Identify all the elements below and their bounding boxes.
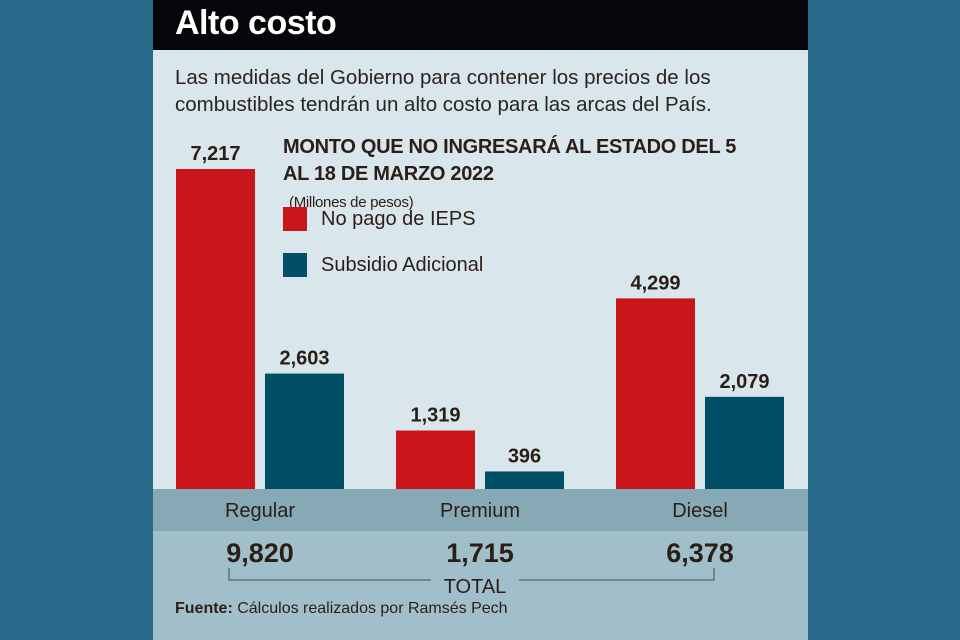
- bar-premium-ieps: [396, 430, 475, 489]
- total-value-diesel: 6,378: [666, 538, 734, 568]
- bar-regular-subsidio: [265, 373, 344, 489]
- legend-label-subsidio: Subsidio Adicional: [321, 253, 484, 276]
- category-band: [153, 489, 808, 531]
- total-bracket-left: [228, 568, 431, 581]
- source-label: Fuente:: [175, 600, 233, 617]
- total-band: [153, 531, 808, 640]
- data-label: 2,603: [279, 348, 329, 370]
- total-value-regular: 9,820: [226, 538, 294, 568]
- legend-swatch-subsidio: [283, 253, 307, 277]
- legend-ieps: No pago de IEPS: [283, 207, 476, 231]
- source-text: Cálculos realizados por Ramsés Pech: [232, 600, 508, 617]
- legend-subsidio: Subsidio Adicional: [283, 253, 483, 277]
- bar-diesel-ieps: [616, 298, 695, 489]
- category-label-premium: Premium: [440, 500, 520, 522]
- data-label: 7,217: [190, 143, 240, 165]
- header: Alto costo: [153, 0, 808, 50]
- subtitle: Las medidas del Gobierno para contener l…: [175, 66, 712, 116]
- total-value-premium: 1,715: [446, 538, 514, 568]
- category-label-diesel: Diesel: [672, 500, 728, 522]
- bar-chart: 7,217 2,603 Regular 9,820 1,319 396 Premium 1,7…: [176, 143, 784, 598]
- legend-label-ieps: No pago de IEPS: [321, 207, 476, 230]
- source: Fuente: Cálculos realizados por Ramsés P…: [175, 600, 508, 618]
- bar-diesel-subsidio: [705, 396, 784, 489]
- data-label: 396: [508, 445, 541, 467]
- total-bracket-right: [519, 568, 715, 581]
- data-label: 4,299: [630, 272, 680, 294]
- data-label: 2,079: [719, 371, 769, 393]
- infographic-panel: Alto costo Las medidas del Gobierno para…: [153, 0, 808, 640]
- chart-title-text: MONTO QUE NO INGRESARÁ AL ESTADO DEL 5 A…: [283, 136, 737, 185]
- title: Alto costo: [175, 4, 337, 42]
- bar-premium-subsidio: [485, 471, 564, 489]
- data-label: 1,319: [410, 405, 460, 427]
- total-label: TOTAL: [444, 576, 507, 598]
- legend-swatch-ieps: [283, 207, 307, 231]
- bar-regular-ieps: [176, 169, 255, 489]
- chart-title: MONTO QUE NO INGRESARÁ AL ESTADO DEL 5 A…: [283, 134, 808, 216]
- category-label-regular: Regular: [225, 500, 295, 522]
- units-label: (Millones de pesos): [289, 194, 414, 211]
